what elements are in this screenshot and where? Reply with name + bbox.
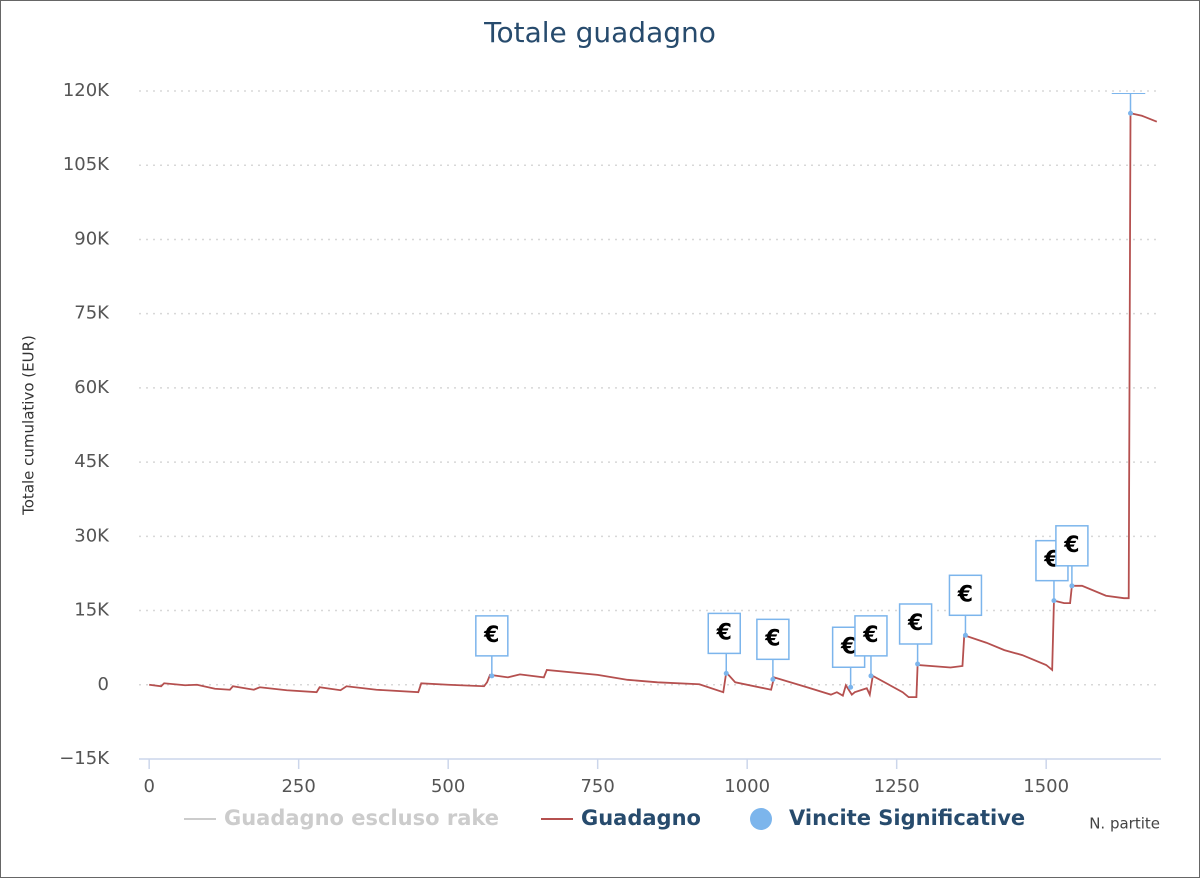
flag-label: € [840, 634, 856, 659]
legend-symbol [750, 808, 772, 830]
x-tick-label: 0 [143, 776, 154, 797]
flag-box [756, 618, 790, 661]
legend-label: Guadagno [581, 806, 701, 830]
x-tick-label: 1250 [874, 776, 920, 797]
y-tick-label: 120K [63, 80, 110, 101]
flag-label: € [483, 623, 499, 648]
flag-group: € € € € € €€€€€ [475, 60, 1146, 690]
x-tick-label: 750 [580, 776, 614, 797]
y-tick-label: 0 [98, 674, 109, 695]
flag-point [848, 684, 854, 690]
flag-point [1069, 583, 1075, 589]
legend-label: Guadagno escluso rake [224, 806, 499, 830]
flag-label: € [764, 626, 780, 651]
flag-point [489, 673, 495, 679]
flag-point [1051, 598, 1057, 604]
flag-box [1055, 525, 1089, 567]
y-tick-label: 75K [74, 303, 110, 324]
flag-point [962, 632, 968, 638]
y-tick-label: −15K [59, 748, 110, 769]
flag-box [898, 603, 933, 645]
x-tick-label: 1000 [724, 776, 770, 797]
chart-title: Totale guadagno [483, 16, 716, 49]
legend-item[interactable]: Guadagno escluso rake [184, 806, 499, 830]
legend-item[interactable]: Guadagno [541, 806, 701, 830]
flag-point [723, 670, 729, 676]
flag-point [915, 661, 921, 667]
y-tick-label: 45K [74, 451, 110, 472]
x-tick-label: 500 [431, 776, 465, 797]
flag-box [707, 612, 741, 655]
y-tick-label: 15K [74, 600, 110, 621]
y-axis-label: Totale cumulativo (EUR) [20, 335, 38, 516]
flag-label: € [907, 611, 923, 636]
flag-box [1111, 93, 1146, 95]
flag-label: € [862, 623, 878, 648]
x-tick-label: 1500 [1023, 776, 1069, 797]
x-axis-label: N. partite [1089, 815, 1160, 833]
flag-point [770, 676, 776, 682]
flag-label: € [1120, 60, 1136, 85]
y-tick-label: 60K [74, 377, 110, 398]
y-tick-label: 105K [63, 154, 110, 175]
y-tick-label: 90K [74, 228, 110, 249]
flag-label: € [716, 620, 732, 645]
flag-point [868, 673, 874, 679]
legend-item[interactable]: Vincite Significative [750, 806, 1025, 830]
flag-box [475, 615, 509, 657]
flag-point [1128, 110, 1134, 116]
y-tick-label: 30K [74, 525, 110, 546]
legend-label: Vincite Significative [789, 806, 1025, 830]
flag-box [948, 574, 983, 617]
flag-box [854, 615, 888, 657]
flag-label: € [1063, 533, 1079, 558]
flag-label: € [957, 582, 973, 607]
x-tick-label: 250 [281, 776, 315, 797]
data-line [149, 112, 1158, 699]
